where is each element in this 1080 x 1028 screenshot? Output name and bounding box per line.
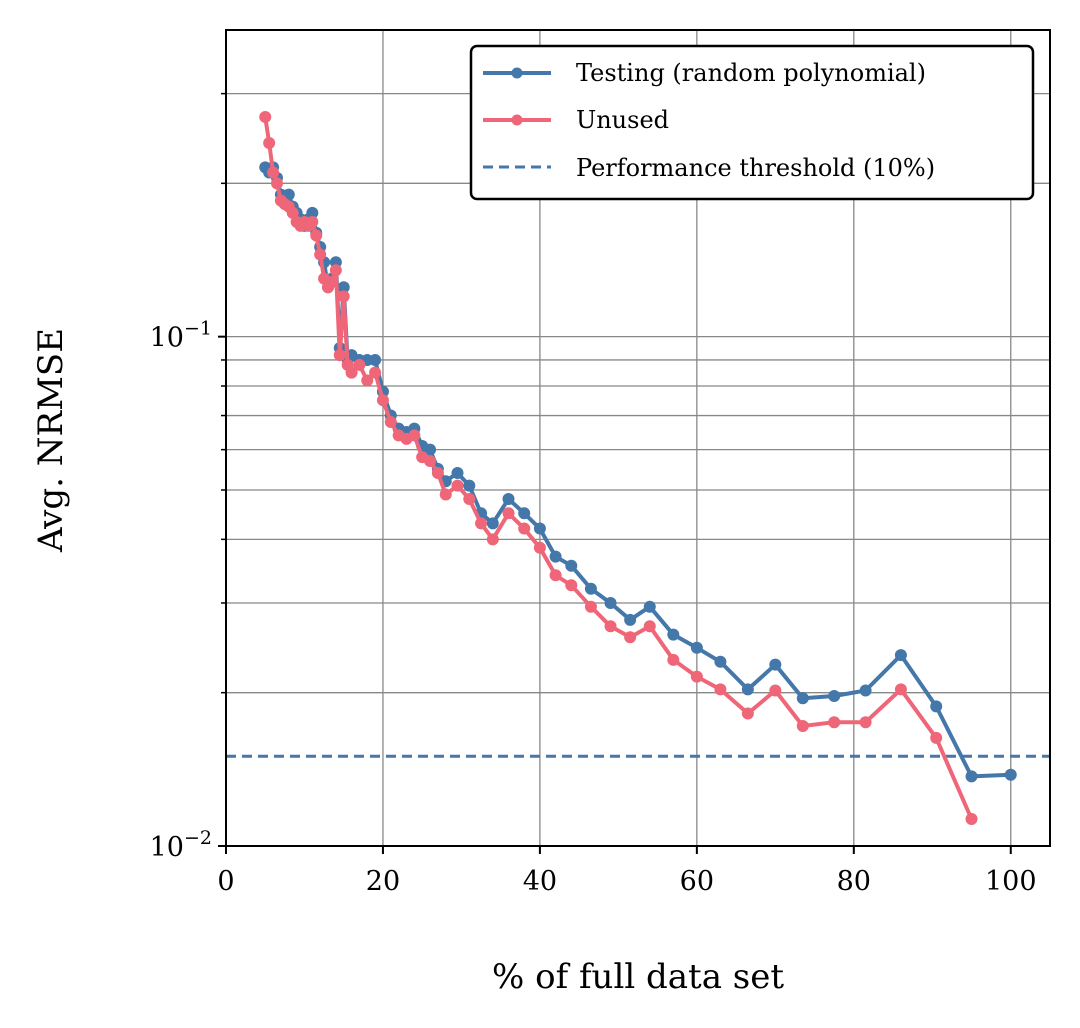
- data-point-s1-7: [286, 206, 299, 219]
- data-point-s1-1: [263, 136, 276, 149]
- data-point-s1-25: [369, 366, 382, 379]
- data-point-s1-26: [376, 394, 389, 407]
- data-point-s1-22: [345, 366, 358, 379]
- data-point-s0-51: [741, 683, 754, 696]
- y-tick-label: 10−1: [150, 318, 212, 354]
- data-point-s1-44: [584, 600, 597, 613]
- data-point-s0-40: [518, 507, 531, 520]
- plot-frame: [225, 29, 1051, 847]
- data-point-s1-39: [502, 507, 515, 520]
- data-point-s0-36: [463, 479, 476, 492]
- data-point-s1-14: [314, 248, 327, 261]
- data-point-s1-32: [424, 454, 437, 467]
- legend-marker-testing: [511, 67, 523, 79]
- data-point-s0-43: [565, 559, 578, 572]
- x-tick-label: 20: [366, 866, 400, 897]
- data-point-s0-52: [769, 658, 782, 671]
- data-point-s1-48: [667, 653, 680, 666]
- data-point-s1-36: [463, 493, 476, 506]
- data-point-s1-50: [714, 683, 727, 696]
- data-point-s0-35: [451, 466, 464, 479]
- data-point-s0-25: [369, 353, 382, 366]
- data-point-s1-12: [306, 215, 319, 228]
- y-axis-title: Avg. NRMSE: [31, 328, 71, 553]
- data-point-s1-58: [965, 812, 978, 825]
- data-point-s1-57: [930, 731, 943, 744]
- data-point-s1-2: [267, 166, 280, 179]
- data-point-s0-59: [1004, 768, 1017, 781]
- x-tick-label: 40: [523, 866, 557, 897]
- data-point-s1-40: [518, 522, 531, 535]
- data-point-s0-54: [828, 690, 841, 703]
- legend-label-testing: Testing (random polynomial): [576, 59, 926, 87]
- data-point-s0-38: [486, 517, 499, 530]
- legend: Testing (random polynomial) Unused Perfo…: [469, 44, 1035, 201]
- data-point-s1-43: [565, 579, 578, 592]
- x-axis-ticks: 0 20 40 60 80 100: [217, 846, 1037, 897]
- data-point-s0-45: [604, 596, 617, 609]
- data-point-s1-53: [796, 720, 809, 733]
- data-point-s0-42: [549, 550, 562, 563]
- data-point-s0-39: [502, 493, 515, 506]
- data-point-s1-56: [894, 683, 907, 696]
- data-point-s1-19: [333, 349, 346, 362]
- data-point-s0-20: [337, 281, 350, 294]
- legend-label-threshold: Performance threshold (10%): [576, 154, 935, 182]
- data-point-s1-18: [329, 264, 342, 277]
- data-point-s1-33: [431, 466, 444, 479]
- x-tick-label: 80: [837, 866, 871, 897]
- x-tick-label: 60: [680, 866, 714, 897]
- data-point-s1-35: [451, 479, 464, 492]
- legend-marker-unused: [511, 114, 523, 126]
- data-point-s1-23: [353, 358, 366, 371]
- data-point-s0-12: [306, 206, 319, 219]
- data-point-s0-56: [894, 649, 907, 662]
- data-point-s0-48: [667, 628, 680, 641]
- y-tick-label: 10−2: [150, 827, 212, 863]
- data-point-s1-46: [624, 631, 637, 644]
- data-point-s0-41: [533, 522, 546, 535]
- data-point-s1-37: [475, 517, 488, 530]
- data-point-s0-47: [643, 600, 656, 613]
- data-point-s1-3: [271, 177, 284, 190]
- data-point-s1-45: [604, 620, 617, 633]
- data-point-s1-38: [486, 533, 499, 546]
- legend-box: [469, 44, 1035, 201]
- data-point-s1-55: [859, 716, 872, 729]
- data-point-s0-49: [690, 641, 703, 654]
- x-axis-title: % of full data set: [492, 957, 784, 997]
- data-point-s1-52: [769, 684, 782, 697]
- data-point-s1-0: [259, 110, 272, 123]
- data-point-s0-44: [584, 582, 597, 595]
- data-point-s0-57: [930, 700, 943, 713]
- data-point-s1-47: [643, 620, 656, 633]
- y-axis-ticks: 10−2 10−1: [150, 92, 226, 863]
- data-point-s0-55: [859, 684, 872, 697]
- data-point-s1-20: [337, 290, 350, 303]
- data-point-s1-49: [690, 670, 703, 683]
- data-point-s1-30: [408, 429, 421, 442]
- data-point-s1-24: [361, 374, 374, 387]
- data-point-s0-46: [624, 613, 637, 626]
- x-tick-label: 100: [985, 866, 1037, 897]
- data-point-s1-41: [533, 541, 546, 554]
- data-point-s1-54: [828, 716, 841, 729]
- data-point-s1-17: [325, 276, 338, 289]
- data-point-s0-53: [796, 692, 809, 705]
- data-point-s1-34: [439, 488, 452, 501]
- data-point-s0-50: [714, 655, 727, 668]
- data-point-s1-27: [384, 415, 397, 428]
- data-point-s1-13: [310, 229, 323, 242]
- series-layer: [259, 110, 1017, 825]
- data-point-s1-42: [549, 569, 562, 582]
- data-point-s1-51: [741, 707, 754, 720]
- data-point-s0-58: [965, 770, 978, 783]
- legend-label-unused: Unused: [576, 106, 669, 134]
- series-line-1: [263, 116, 974, 820]
- data-point-s0-32: [424, 443, 437, 456]
- x-tick-label: 0: [217, 866, 234, 897]
